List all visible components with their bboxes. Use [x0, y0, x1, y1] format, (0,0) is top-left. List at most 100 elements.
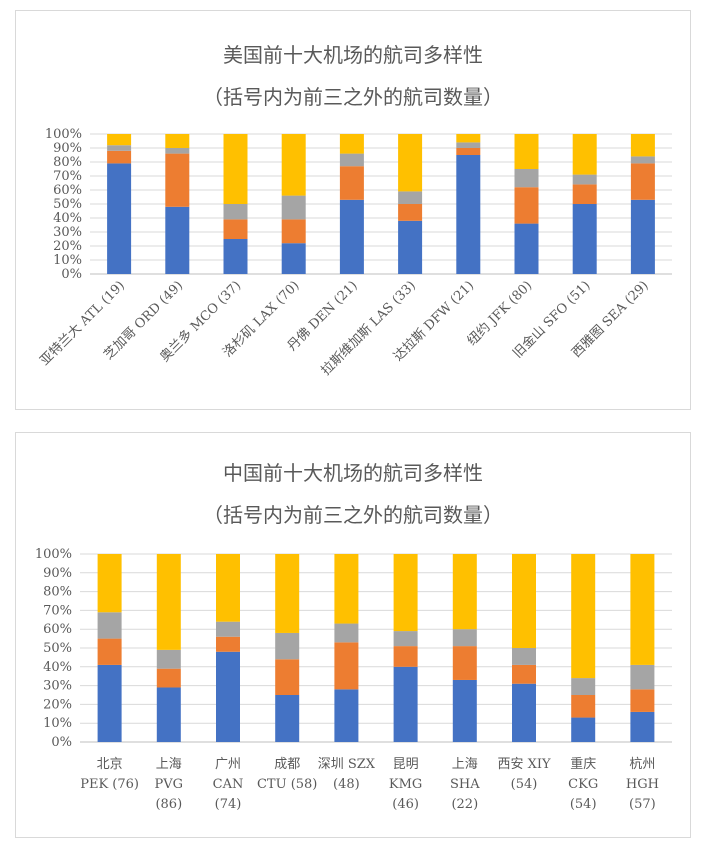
cn-bar-segment — [97, 638, 122, 665]
us-y-tick-label: 60% — [53, 183, 82, 198]
cn-x-tick-label: 杭州 HGH (57) — [626, 757, 659, 812]
cn-bar-segment — [571, 695, 596, 718]
cn-chart-title: 中国前十大机场的航司多样性 — [223, 461, 483, 485]
us-chart-svg: 0%10%20%30%40%50%60%70%80%90%100%亚特兰大 AT… — [37, 127, 672, 379]
us-bar-segment — [572, 184, 597, 204]
cn-bar-segment — [216, 636, 240, 652]
cn-y-tick-label: 30% — [43, 679, 72, 694]
cn-x-tick-label: 广州 CAN (74) — [213, 757, 244, 812]
cn-bar-segment — [156, 649, 181, 669]
cn-x-tick-label: 重庆 CKG (54) — [568, 756, 598, 812]
cn-y-tick-label: 100% — [35, 547, 72, 562]
cn-x-tick-label: 昆明 KMG (46) — [389, 757, 422, 812]
cn-y-tick-label: 70% — [43, 603, 72, 618]
cn-bar-segment — [571, 554, 596, 679]
us-bar-segment — [339, 166, 364, 200]
cn-bar-segment — [156, 668, 181, 688]
us-bar-segment — [107, 163, 132, 274]
cn-y-tick-label: 10% — [43, 716, 72, 731]
cn-x-tick-label: 深圳 SZX (48) — [318, 757, 376, 792]
cn-y-tick-label: 60% — [43, 622, 72, 637]
us-chart-title: 美国前十大机场的航司多样性 — [223, 43, 483, 67]
us-bar-segment — [456, 134, 481, 143]
cn-chart-svg: 0% 10% 20% 30% 40% 50% 60% 70% 80% 90% 100% 北京 PEK (… — [35, 547, 672, 812]
us-bar-segment — [165, 153, 190, 207]
us-bar-segment — [223, 219, 248, 239]
cn-bar-segment — [275, 554, 300, 633]
cn-bar-segment — [97, 612, 122, 639]
cn-chart-panel: 中国前十大机场的航司多样性 （括号内为前三之外的航司数量） 0% 10% 20% 30… — [15, 432, 691, 838]
us-bar-segment — [281, 134, 306, 196]
cn-bar-segment — [216, 651, 240, 742]
us-bar-segment — [339, 134, 364, 154]
us-bar-segment — [630, 134, 655, 157]
cn-bar-segment — [512, 664, 536, 684]
cn-bar-segment — [334, 554, 359, 624]
us-bar-segment — [398, 191, 423, 204]
us-bar-segment — [572, 174, 597, 185]
cn-y-tick-label: 50% — [43, 641, 72, 656]
cn-bar-segment — [571, 717, 596, 742]
cn-bar-segment — [512, 648, 536, 665]
cn-bar-segment — [452, 554, 477, 630]
cn-bar-segment — [512, 554, 536, 648]
us-x-tick-label: 拉斯维加斯 LAS (33) — [319, 278, 419, 378]
cn-bar-segment — [452, 679, 477, 742]
cn-bar-segment — [393, 666, 418, 742]
us-bar-segment — [630, 156, 655, 164]
us-y-tick-label: 80% — [53, 155, 82, 170]
us-bar-segment — [107, 145, 132, 151]
cn-chart-subtitle: （括号内为前三之外的航司数量） — [203, 503, 503, 527]
us-bar-segment — [514, 187, 539, 224]
us-bar-segment — [165, 148, 190, 154]
cn-bar-segment — [452, 629, 477, 647]
us-y-tick-label: 30% — [53, 225, 82, 240]
us-bar-segment — [281, 195, 306, 220]
us-y-tick-label: 0% — [61, 267, 82, 282]
cn-y-tick-label: 0% — [51, 735, 72, 750]
us-bar-segment — [107, 150, 132, 164]
cn-bar-segment — [452, 646, 477, 680]
us-bar-segment — [572, 204, 597, 274]
cn-bar-segment — [216, 554, 240, 622]
cn-bar-segment — [334, 623, 359, 643]
cn-bar-segment — [393, 646, 418, 667]
cn-bar-segment — [334, 642, 359, 690]
cn-bar-segment — [630, 664, 655, 690]
us-bar-segment — [514, 223, 539, 274]
cn-bar-segment — [393, 554, 418, 632]
us-bar-segment — [514, 169, 539, 188]
us-bar-segment — [514, 134, 539, 169]
cn-y-tick-label: 80% — [43, 585, 72, 600]
us-y-tick-label: 70% — [53, 169, 82, 184]
cn-bar-segment — [393, 631, 418, 647]
cn-bar-segment — [97, 664, 122, 742]
cn-bar-segment — [571, 678, 596, 695]
cn-bar-segment — [275, 632, 300, 660]
us-bar-segment — [630, 199, 655, 274]
cn-x-tick-label: 西安 XIY (54) — [497, 757, 551, 792]
cn-y-tick-label: 90% — [43, 566, 72, 581]
cn-bar-segment — [630, 711, 655, 742]
us-bar-segment — [456, 142, 481, 148]
us-bar-segment — [281, 243, 306, 274]
cn-bar-segment — [275, 659, 300, 695]
cn-bar-segment — [156, 687, 181, 742]
us-y-tick-label: 10% — [53, 253, 82, 268]
cn-bar-segment — [630, 554, 655, 665]
us-chart-subtitle: （括号内为前三之外的航司数量） — [203, 85, 503, 109]
us-bar-segment — [398, 134, 423, 192]
cn-x-tick-label: 成都 CTU (58) — [257, 757, 317, 792]
us-bar-segment — [223, 134, 248, 204]
us-bar-segment — [339, 199, 364, 274]
us-bar-segment — [223, 239, 248, 274]
cn-bar-segment — [275, 695, 300, 742]
us-y-tick-label: 100% — [45, 127, 82, 142]
cn-bar-segment — [630, 689, 655, 712]
us-y-tick-label: 40% — [53, 211, 82, 226]
us-y-tick-label: 20% — [53, 239, 82, 254]
cn-x-tick-label: 北京 PEK (76) — [80, 757, 139, 792]
us-bar-segment — [107, 134, 132, 146]
us-bar-segment — [339, 153, 364, 167]
us-chart-panel: 美国前十大机场的航司多样性 （括号内为前三之外的航司数量） 0% 10% 20% 30… — [15, 10, 691, 410]
